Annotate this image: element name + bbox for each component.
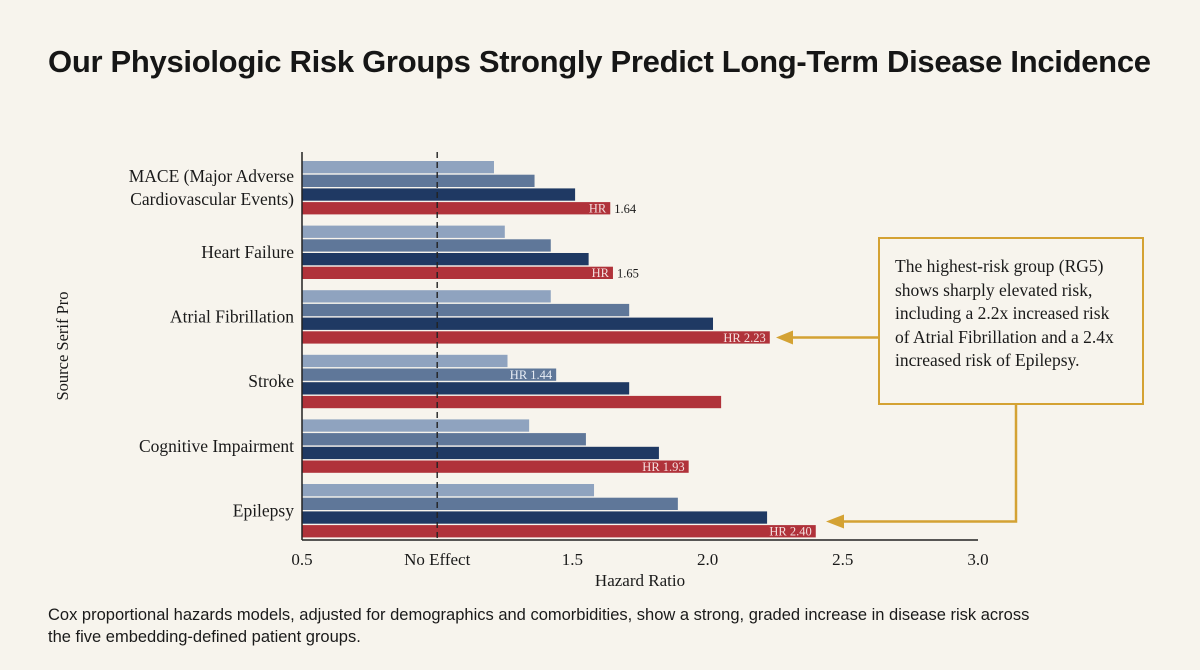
bar xyxy=(302,446,659,460)
arrow-icon xyxy=(776,330,793,345)
bar xyxy=(302,460,689,473)
data-label: HR 2.40 xyxy=(769,525,811,539)
y-axis-label: Source Serif Pro xyxy=(53,291,72,400)
x-tick-label: 0.5 xyxy=(291,550,312,569)
bar xyxy=(302,188,576,201)
bar xyxy=(302,354,508,368)
caption: Cox proportional hazards models, adjuste… xyxy=(48,606,1030,646)
x-tick-label: 2.0 xyxy=(697,550,718,569)
bar xyxy=(302,368,557,381)
bar xyxy=(302,225,505,238)
bar xyxy=(302,290,551,303)
data-label: HR 1.93 xyxy=(642,460,684,474)
x-tick-label: No Effect xyxy=(404,550,471,569)
bar xyxy=(302,239,551,252)
bar xyxy=(302,382,630,395)
category-label: Heart Failure xyxy=(201,242,294,262)
data-label: HR 1.44 xyxy=(510,368,553,382)
bar xyxy=(302,161,494,174)
bar xyxy=(302,511,768,524)
x-axis-label: Hazard Ratio xyxy=(595,571,685,590)
bar xyxy=(302,484,595,497)
bar xyxy=(302,395,722,409)
category-label: Epilepsy xyxy=(233,500,294,520)
callout-connector xyxy=(842,405,1018,523)
bar xyxy=(302,266,613,279)
bar xyxy=(302,303,630,317)
bar xyxy=(302,253,589,266)
bar xyxy=(302,331,770,344)
bar xyxy=(302,497,678,510)
bar xyxy=(302,433,586,446)
x-tick-label: 1.5 xyxy=(562,550,583,569)
callout-box: The highest-risk group (RG5) shows sharp… xyxy=(878,237,1144,405)
bar xyxy=(302,525,816,538)
bar xyxy=(302,202,611,215)
data-label-value: 1.65 xyxy=(617,267,639,281)
bar xyxy=(302,419,530,432)
category-label: Cognitive Impairment xyxy=(139,436,294,456)
data-label: HR xyxy=(589,202,607,216)
x-tick-label: 3.0 xyxy=(967,550,988,569)
data-label-value: 1.64 xyxy=(614,202,637,216)
category-label: Atrial Fibrillation xyxy=(170,307,294,327)
category-label: Cardiovascular Events) xyxy=(130,189,294,209)
bar xyxy=(302,174,535,187)
arrow-icon xyxy=(826,514,844,529)
category-label: MACE (Major Adverse xyxy=(129,166,294,186)
x-tick-label: 2.5 xyxy=(832,550,853,569)
page-title: Our Physiologic Risk Groups Strongly Pre… xyxy=(48,44,1151,79)
bar xyxy=(302,317,714,330)
data-label: HR 2.23 xyxy=(723,331,765,345)
category-label: Stroke xyxy=(248,371,294,391)
data-label: HR xyxy=(592,266,610,280)
